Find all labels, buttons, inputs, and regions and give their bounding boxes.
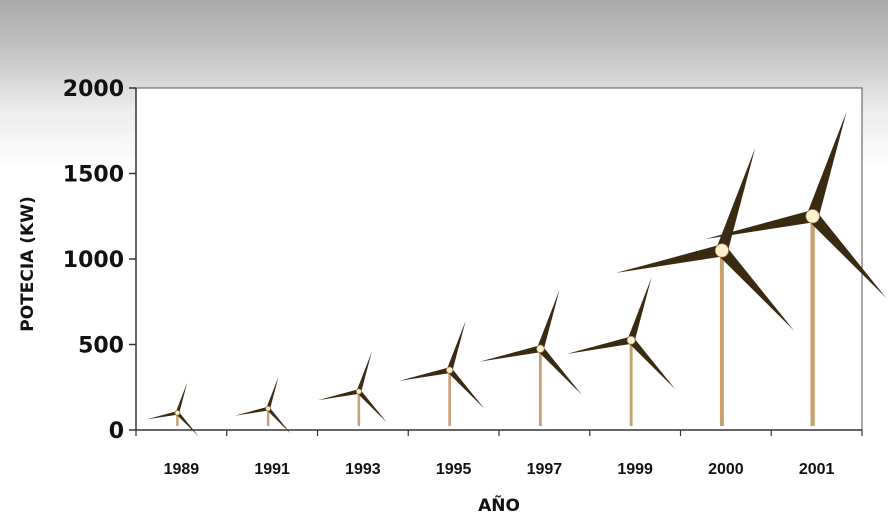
- x-tick-label: 1997: [527, 461, 563, 478]
- x-tick-label: 1995: [436, 461, 472, 478]
- turbine-hub: [355, 388, 362, 395]
- x-tick-label: 2001: [799, 461, 835, 478]
- turbine-blade: [566, 336, 632, 354]
- turbine-1999: [566, 277, 676, 426]
- y-tick-label: 0: [109, 419, 124, 444]
- turbine-tower: [538, 348, 542, 426]
- y-tick-label: 1000: [63, 248, 124, 273]
- turbine-hub: [265, 405, 272, 412]
- turbine-tower: [810, 216, 815, 426]
- y-tick-label: 2000: [63, 77, 124, 102]
- turbine-blade: [616, 244, 724, 273]
- turbine-blade: [234, 406, 269, 416]
- turbine-1993: [317, 351, 387, 426]
- y-axis-title: POTECIA (KW): [18, 196, 38, 331]
- turbine-blade: [717, 246, 795, 331]
- turbine-hub: [174, 409, 181, 416]
- x-tick-label: 1999: [617, 461, 653, 478]
- turbine-tower: [448, 370, 451, 426]
- turbine-blade: [806, 111, 847, 219]
- turbine-tower: [266, 408, 270, 426]
- turbine-blade: [266, 407, 291, 434]
- turbine-blade: [705, 210, 814, 240]
- turbine-blade: [266, 376, 279, 410]
- turbine-hub: [445, 366, 454, 374]
- plot-area: [135, 87, 863, 431]
- turbine-blade: [627, 277, 652, 342]
- turbine-hub: [714, 243, 730, 258]
- x-axis-ticks: 1989 1991 1993 1995 1997 1999 2000 2001: [135, 430, 863, 478]
- x-axis-title: AÑO: [478, 493, 520, 516]
- turbine-2001: [705, 111, 887, 426]
- turbine-blade: [628, 337, 676, 390]
- turbine-blade: [357, 389, 387, 423]
- turbine-blade: [479, 345, 542, 362]
- turbine-1995: [398, 320, 485, 426]
- turbine-tower: [176, 412, 179, 426]
- turbine-blade: [537, 289, 560, 350]
- turbine-blade: [447, 368, 485, 409]
- turbine-blade: [146, 411, 178, 420]
- y-tick-label: 500: [78, 334, 124, 359]
- turbine-2000: [616, 147, 795, 426]
- turbine-hub: [805, 208, 820, 224]
- turbine-blade: [398, 367, 451, 381]
- turbine-blade: [317, 389, 360, 401]
- x-tick-label: 1989: [164, 461, 200, 478]
- turbine-marks: [146, 111, 887, 437]
- turbine-1991: [234, 376, 291, 434]
- turbine-blade: [175, 382, 188, 414]
- y-tick-label: 1500: [63, 163, 124, 188]
- turbine-tower: [357, 391, 361, 426]
- turbine-tower: [719, 250, 724, 426]
- turbine-blade: [716, 147, 756, 253]
- y-axis-ticks: 2000 1500 1000 500 0: [63, 77, 136, 444]
- turbine-blade: [356, 351, 372, 393]
- turbine-blade: [808, 212, 887, 298]
- x-tick-label: 2000: [708, 461, 744, 478]
- turbine-hub: [536, 344, 545, 354]
- turbine-blade: [446, 320, 466, 372]
- turbine-1997: [479, 289, 582, 426]
- turbine-tower: [629, 340, 633, 426]
- turbine-hub: [626, 335, 636, 345]
- x-tick-label: 1991: [254, 461, 290, 478]
- x-tick-label: 1993: [345, 461, 381, 478]
- turbine-blade: [537, 346, 582, 395]
